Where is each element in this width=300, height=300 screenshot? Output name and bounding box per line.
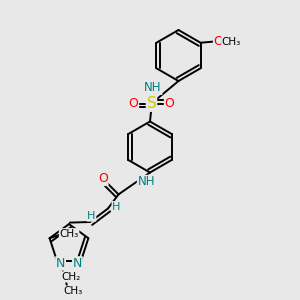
Text: O: O (165, 97, 174, 110)
Text: O: O (214, 35, 224, 48)
Text: O: O (129, 97, 138, 110)
Text: N: N (73, 257, 82, 270)
Text: S: S (147, 96, 156, 111)
Text: NH: NH (144, 81, 162, 94)
Text: H: H (87, 211, 96, 221)
Text: CH₂: CH₂ (61, 272, 80, 282)
Text: N: N (56, 257, 65, 270)
Text: CH₃: CH₃ (222, 37, 241, 47)
Text: NH: NH (137, 176, 155, 188)
Text: CH₃: CH₃ (64, 286, 83, 296)
Text: H: H (112, 202, 121, 212)
Text: CH₃: CH₃ (59, 229, 79, 239)
Text: O: O (98, 172, 108, 185)
